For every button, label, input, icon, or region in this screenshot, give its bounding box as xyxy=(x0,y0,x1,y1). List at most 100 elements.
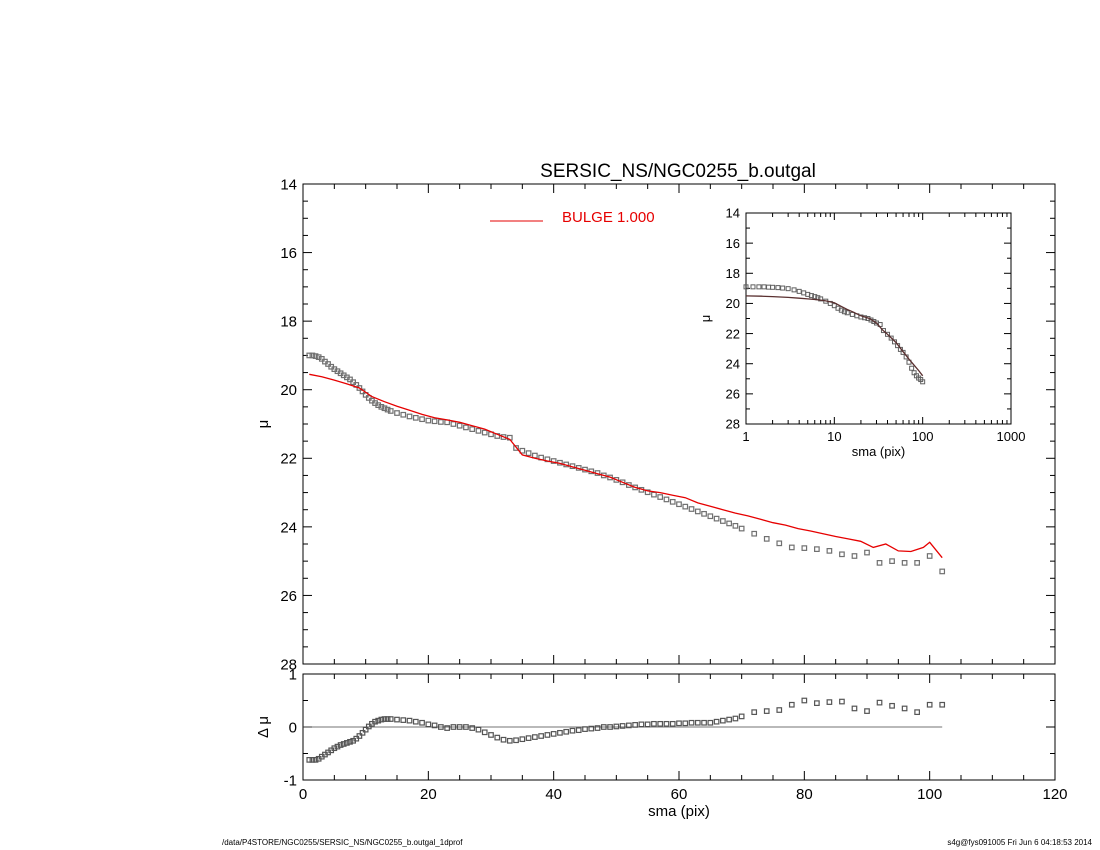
data-point xyxy=(801,290,807,296)
data-point xyxy=(475,428,482,434)
data-point xyxy=(538,733,544,739)
data-point xyxy=(676,501,682,508)
data-point xyxy=(532,452,538,459)
y-tick-label: 22 xyxy=(726,326,740,341)
y-tick-label: 22 xyxy=(280,451,297,468)
data-point xyxy=(707,719,714,726)
data-point xyxy=(550,731,557,737)
footer-path: /data/P4STORE/NGC0255/SERSIC_NS/NGC0255_… xyxy=(222,838,463,847)
data-point xyxy=(892,339,898,345)
data-point xyxy=(519,736,526,743)
y-tick-label: 28 xyxy=(280,656,297,673)
legend-label: BULGE 1.000 xyxy=(562,209,655,226)
data-point xyxy=(525,735,532,741)
data-point xyxy=(738,713,745,720)
data-point xyxy=(939,701,946,708)
data-point xyxy=(312,353,319,359)
data-point xyxy=(525,450,532,456)
y-axis-label: Δ μ xyxy=(255,716,272,738)
data-point xyxy=(378,404,385,410)
model-line xyxy=(309,373,943,559)
x-axis-label: sma (pix) xyxy=(852,444,905,459)
y-tick-label: -1 xyxy=(284,772,297,789)
data-point xyxy=(785,286,791,292)
data-point xyxy=(776,707,783,713)
data-point xyxy=(669,720,676,727)
data-point xyxy=(644,489,651,496)
data-point xyxy=(720,717,726,724)
x-tick-label: 1000 xyxy=(997,429,1026,444)
x-tick-label: 1 xyxy=(742,429,749,444)
data-point xyxy=(544,732,551,738)
data-point xyxy=(688,719,695,726)
data-point xyxy=(864,549,870,556)
data-point xyxy=(826,548,833,554)
data-point xyxy=(387,408,394,414)
data-point xyxy=(844,310,850,316)
main-panel: 14 16 18 20 22 24 26 28 μ xyxy=(255,176,1056,673)
data-point xyxy=(334,743,341,750)
data-point xyxy=(732,715,739,722)
data-point xyxy=(909,365,915,371)
data-point xyxy=(444,725,450,731)
data-point xyxy=(707,513,714,520)
data-point xyxy=(519,447,526,454)
data-point xyxy=(756,284,762,290)
data-point xyxy=(926,701,933,708)
data-point xyxy=(359,729,366,736)
data-point xyxy=(506,737,513,744)
data-point xyxy=(914,560,920,566)
data-point xyxy=(613,477,620,483)
data-point xyxy=(657,494,664,500)
data-point xyxy=(751,530,758,537)
data-point xyxy=(751,709,758,716)
data-point xyxy=(425,721,432,728)
y-tick-label: 16 xyxy=(280,245,297,262)
data-point xyxy=(814,700,820,707)
data-point xyxy=(750,284,756,290)
data-point xyxy=(378,716,385,723)
data-point xyxy=(344,740,350,746)
data-point xyxy=(763,708,770,714)
data-point xyxy=(632,722,638,728)
data-point xyxy=(939,568,946,575)
x-tick-label: 100 xyxy=(917,786,942,803)
data-point xyxy=(775,285,781,291)
data-point xyxy=(849,311,855,317)
data-point xyxy=(826,699,833,705)
data-point xyxy=(362,726,369,733)
data-point xyxy=(876,699,883,706)
data-point xyxy=(494,734,501,741)
y-tick-label: 28 xyxy=(726,417,740,432)
x-tick-label: 100 xyxy=(912,429,934,444)
model-line xyxy=(745,295,924,377)
data-point xyxy=(791,287,797,293)
y-axis-label: μ xyxy=(698,315,713,323)
plot-frame xyxy=(745,212,1012,425)
data-point xyxy=(682,720,689,727)
data-point xyxy=(851,705,858,712)
x-tick-label: 0 xyxy=(299,786,307,803)
data-point xyxy=(780,285,786,291)
data-point xyxy=(701,719,707,726)
data-point xyxy=(920,379,926,385)
data-point xyxy=(638,721,645,728)
data-point xyxy=(340,741,347,747)
data-point xyxy=(481,729,488,736)
data-point xyxy=(550,458,557,464)
data-point xyxy=(532,734,538,740)
data-point xyxy=(839,551,845,558)
data-point xyxy=(438,419,444,425)
y-axis-label: μ xyxy=(255,420,272,429)
data-point xyxy=(889,702,895,709)
x-tick-label: 20 xyxy=(420,786,437,803)
data-point xyxy=(839,698,845,705)
x-tick-label: 80 xyxy=(796,786,813,803)
y-tick-label: 20 xyxy=(280,382,297,399)
y-tick-label: 26 xyxy=(280,588,297,605)
data-point xyxy=(412,414,419,421)
x-tick-label: 60 xyxy=(671,786,688,803)
data-point xyxy=(676,720,682,727)
chart-title: SERSIC_NS/NGC0255_b.outgal xyxy=(540,161,816,182)
